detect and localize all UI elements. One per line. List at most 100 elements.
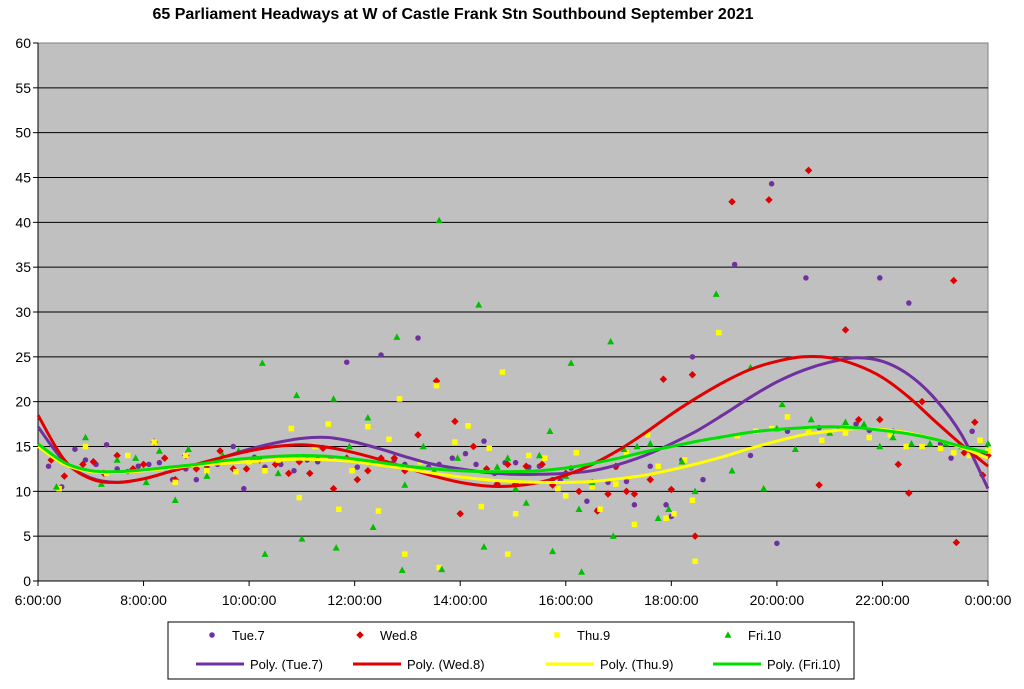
legend: Tue.7 Wed.8 Thu.9 Fri.10 Poly. (Tue.7) Poly. … (167, 621, 855, 680)
data-point (478, 503, 485, 510)
data-point (82, 433, 89, 441)
data-point (689, 497, 696, 504)
legend-marker (356, 631, 364, 639)
data-point (72, 446, 78, 452)
data-point (567, 359, 575, 366)
axes: 0 5 10 15 20 25 30 35 40 45 50 55 60 6:00:00 8:00:00 10… (15, 35, 1012, 608)
data-point (716, 329, 722, 336)
data-point (402, 551, 408, 557)
data-point (646, 440, 654, 447)
data-point (887, 432, 894, 438)
data-point (113, 451, 121, 460)
data-point (258, 359, 266, 366)
data-point (681, 457, 688, 463)
y-tick-label: 25 (15, 349, 31, 365)
data-point (89, 457, 98, 466)
data-point (950, 450, 957, 456)
legend-label: Poly. (Thu.9) (600, 657, 673, 672)
data-point (907, 440, 915, 447)
x-tick-label: 22:00:00 (855, 592, 910, 608)
y-tick-label: 15 (15, 439, 31, 455)
data-point (949, 276, 958, 285)
x-tick-label: 14:00:00 (433, 592, 488, 608)
data-point (172, 479, 178, 486)
data-point (512, 484, 520, 492)
data-point (691, 532, 699, 540)
data-point (241, 485, 247, 492)
data-point (889, 433, 897, 441)
data-point (667, 485, 676, 494)
data-point (678, 457, 686, 465)
data-point (330, 395, 338, 402)
data-point (274, 469, 282, 477)
data-point (546, 427, 554, 435)
data-point (688, 371, 697, 379)
legend-label: Poly. (Wed.8) (407, 657, 485, 672)
legend-label: Wed.8 (380, 628, 417, 643)
data-point (860, 420, 868, 427)
data-point (378, 352, 384, 358)
data-point (329, 484, 338, 493)
data-point (155, 447, 163, 454)
data-point (607, 337, 615, 345)
data-point (903, 443, 909, 450)
data-point (807, 415, 815, 423)
data-point (216, 447, 224, 455)
data-point (728, 197, 736, 206)
legend-label: Fri.10 (748, 628, 781, 643)
data-point (644, 432, 651, 438)
legend-marker (554, 632, 560, 638)
data-point (156, 459, 163, 466)
legend-marker (209, 632, 215, 638)
y-tick-label: 20 (15, 394, 31, 410)
y-tick-label: 5 (23, 528, 31, 544)
data-point (45, 463, 52, 469)
data-point (984, 440, 992, 447)
data-point (876, 415, 884, 424)
x-tick-label: 20:00:00 (750, 592, 805, 608)
data-point (230, 443, 237, 450)
data-point (952, 538, 961, 547)
data-point (803, 275, 809, 281)
x-tick-label: 0:00:00 (965, 592, 1012, 608)
data-point (985, 448, 991, 454)
data-point (854, 415, 863, 424)
data-point (204, 467, 210, 474)
data-point (731, 261, 738, 268)
data-point (937, 445, 944, 452)
data-point (573, 450, 580, 456)
data-point (784, 414, 791, 420)
legend-label: Poly. (Tue.7) (250, 657, 323, 672)
data-point (689, 354, 696, 360)
data-point (819, 437, 825, 443)
data-point (646, 475, 654, 484)
data-point (454, 454, 462, 461)
legend-label: Thu.9 (577, 628, 610, 643)
data-point (433, 382, 440, 389)
data-point (298, 535, 306, 542)
data-point (805, 428, 812, 435)
x-tick-label: 10:00:00 (222, 592, 277, 608)
data-point (345, 442, 353, 450)
data-point (622, 487, 631, 496)
data-point (296, 494, 302, 501)
gridlines (38, 87, 988, 537)
data-point (906, 300, 912, 306)
data-point (480, 543, 488, 550)
data-point (504, 454, 512, 461)
data-point (948, 455, 954, 461)
data-point (815, 481, 823, 489)
chart-title: 65 Parliament Headways at W of Castle Fr… (152, 6, 753, 23)
data-point (375, 508, 382, 514)
legend-label: Tue.7 (232, 628, 265, 643)
data-point (135, 463, 142, 469)
y-tick-label: 40 (15, 214, 31, 230)
data-point (336, 506, 342, 513)
data-point (728, 466, 736, 474)
x-tick-label: 16:00:00 (539, 592, 594, 608)
y-tick-label: 45 (15, 170, 31, 186)
data-point (481, 438, 487, 444)
data-point (278, 461, 284, 468)
trendlines (36, 354, 990, 490)
data-point (493, 463, 501, 470)
